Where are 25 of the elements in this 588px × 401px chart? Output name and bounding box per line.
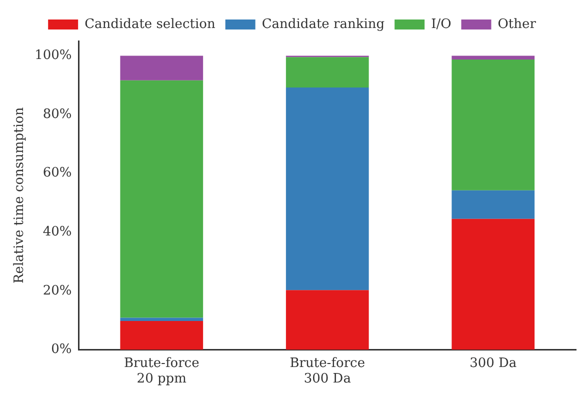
y-tick-label: 0% <box>51 342 72 358</box>
bar <box>286 57 369 88</box>
bar <box>452 190 535 219</box>
bar <box>286 87 369 290</box>
y-tick-label: 60% <box>42 166 72 181</box>
x-tick-label: Brute-force 300 Da <box>290 356 366 387</box>
legend-label: Candidate selection <box>84 16 216 32</box>
bar <box>120 80 204 318</box>
y-axis-title: Relative time consumption <box>12 106 28 284</box>
y-tick-label: 20% <box>42 283 72 298</box>
legend-label: I/O <box>431 16 452 32</box>
bar <box>120 320 204 350</box>
x-tick-label: Brute-force 20 ppm <box>124 356 200 387</box>
bar <box>286 290 369 350</box>
y-tick-label: 100% <box>34 48 72 64</box>
legend-label: Candidate ranking <box>262 16 385 32</box>
bar <box>452 60 535 190</box>
bar <box>452 56 535 60</box>
bar <box>120 318 204 321</box>
y-tick-label: 40% <box>42 224 72 240</box>
y-tick-label: 80% <box>42 106 72 122</box>
bar <box>120 56 204 80</box>
x-tick-label: 300 Da <box>470 356 517 371</box>
legend-label: Other <box>498 16 537 32</box>
bar <box>452 218 535 350</box>
